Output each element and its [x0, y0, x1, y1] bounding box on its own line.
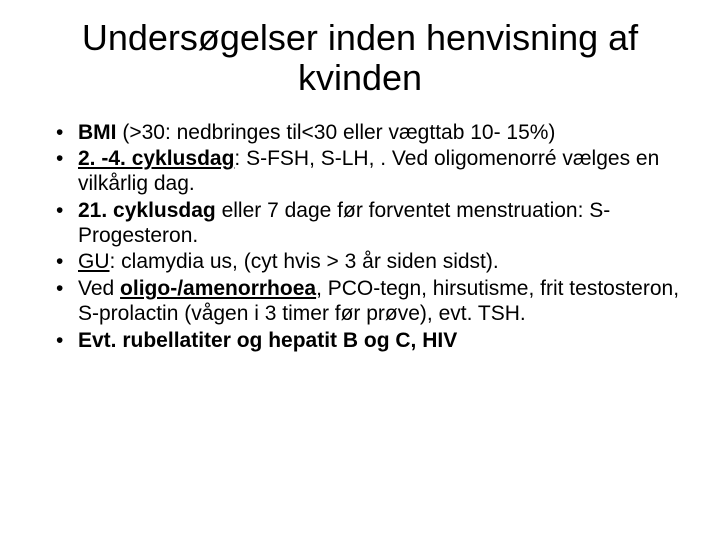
- bullet-bold-underline: 2. -4. cyklusdag: [78, 147, 234, 170]
- bullet-bold-underline: oligo-/amenorrhoea: [120, 277, 316, 300]
- bullet-text: : clamydia us, (cyt hvis > 3 år siden si…: [110, 250, 499, 273]
- list-item: GU: clamydia us, (cyt hvis > 3 år siden …: [56, 250, 682, 275]
- list-item: Evt. rubellatiter og hepatit B og C, HIV: [56, 329, 682, 354]
- list-item: BMI (>30: nedbringes til<30 eller vægtta…: [56, 121, 682, 146]
- bullet-underline: GU: [78, 250, 110, 273]
- list-item: 2. -4. cyklusdag: S-FSH, S-LH, . Ved oli…: [56, 147, 682, 197]
- bullet-lead: Ved: [78, 277, 120, 300]
- list-item: Ved oligo-/amenorrhoea, PCO-tegn, hirsut…: [56, 277, 682, 327]
- bullet-list: BMI (>30: nedbringes til<30 eller vægtta…: [38, 121, 682, 354]
- slide-title: Undersøgelser inden henvisning af kvinde…: [38, 18, 682, 99]
- bullet-bold: Evt. rubellatiter og hepatit B og C, HIV: [78, 329, 457, 352]
- list-item: 21. cyklusdag eller 7 dage før forventet…: [56, 199, 682, 249]
- bullet-bold: 21. cyklusdag: [78, 199, 216, 222]
- slide: Undersøgelser inden henvisning af kvinde…: [0, 0, 720, 540]
- bullet-bold: BMI: [78, 121, 117, 144]
- bullet-text: (>30: nedbringes til<30 eller vægttab 10…: [117, 121, 556, 144]
